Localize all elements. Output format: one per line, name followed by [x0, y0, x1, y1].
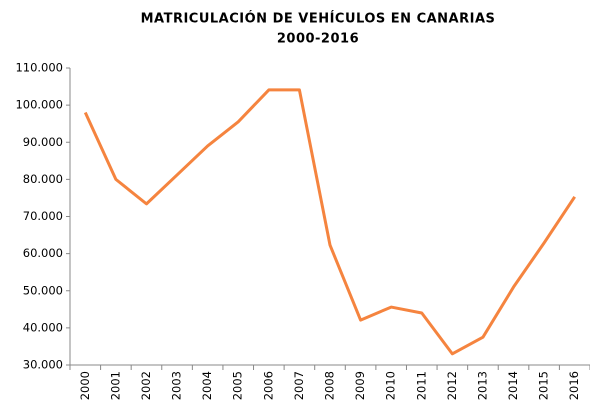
x-tick-label: 2014 [506, 371, 520, 400]
x-tick-label: 2006 [261, 371, 275, 400]
x-tick-label: 2015 [537, 371, 551, 400]
y-tick-label: 80.000 [23, 172, 63, 186]
x-tick-label: 2005 [231, 371, 245, 400]
x-tick-label: 2003 [170, 371, 184, 400]
x-tick-label: 2000 [78, 371, 92, 400]
x-tick-label: 2012 [445, 371, 459, 400]
x-tick-label: 2004 [200, 371, 214, 400]
y-tick-label: 90.000 [23, 135, 63, 149]
x-tick-label: 2008 [323, 371, 337, 400]
x-tick-label: 2011 [414, 371, 428, 400]
y-tick-label: 110.000 [15, 61, 63, 75]
y-tick-label: 60.000 [23, 246, 63, 260]
y-tick-label: 100.000 [15, 98, 63, 112]
x-tick-label: 2010 [384, 371, 398, 400]
y-tick-label: 40.000 [23, 320, 63, 334]
line-series [83, 88, 576, 356]
chart-subtitle: 2000-2016 [277, 32, 359, 47]
y-tick-label: 50.000 [23, 283, 63, 297]
x-tick-label: 2002 [139, 371, 153, 400]
x-tick-label: 2007 [292, 371, 306, 400]
x-tick-label: 2001 [108, 371, 122, 400]
x-tick-label: 2009 [353, 371, 367, 400]
y-tick-label: 70.000 [23, 209, 63, 223]
chart-title: MATRICULACIÓN DE VEHÍCULOS EN CANARIAS [141, 11, 496, 27]
x-tick-label: 2016 [567, 371, 581, 400]
y-tick-label: 30.000 [23, 358, 63, 372]
x-tick-label: 2013 [475, 371, 489, 400]
